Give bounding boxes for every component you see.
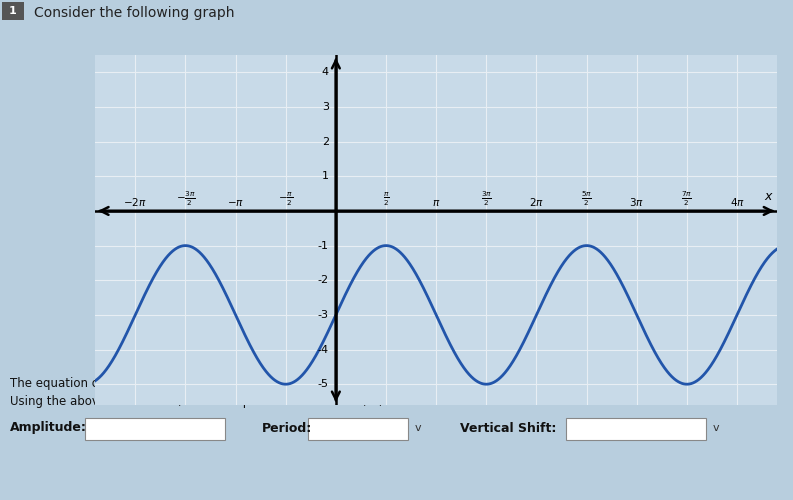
Text: 1: 1 (322, 172, 329, 181)
Text: v: v (415, 423, 422, 433)
Text: 4: 4 (322, 68, 329, 78)
Text: v: v (713, 423, 719, 433)
Text: -5: -5 (318, 379, 329, 389)
Text: $3\pi$: $3\pi$ (629, 196, 644, 208)
Text: The equation of the graph is of the form f (x) = A sin Bx + D , where A, B, and : The equation of the graph is of the form… (10, 378, 597, 390)
Text: Consider the following graph: Consider the following graph (34, 6, 235, 20)
Bar (85, 418, 225, 440)
Text: 1: 1 (10, 6, 17, 16)
Text: -2: -2 (318, 275, 329, 285)
Text: $\frac{5\pi}{2}$: $\frac{5\pi}{2}$ (581, 190, 592, 208)
Text: 2: 2 (322, 136, 329, 146)
Text: Using the above information, write the positive values for A, B, and D.: Using the above information, write the p… (10, 396, 425, 408)
Text: $-\frac{\pi}{2}$: $-\frac{\pi}{2}$ (278, 191, 293, 208)
Text: Vertical Shift:: Vertical Shift: (460, 422, 557, 434)
Text: $\frac{\pi}{2}$: $\frac{\pi}{2}$ (383, 191, 389, 208)
Bar (308, 418, 408, 440)
Bar (2, 2, 24, 20)
Text: 3: 3 (322, 102, 329, 112)
Text: -3: -3 (318, 310, 329, 320)
Text: Amplitude:: Amplitude: (10, 422, 87, 434)
Text: $\frac{7\pi}{2}$: $\frac{7\pi}{2}$ (681, 190, 692, 208)
Text: $-\frac{3\pi}{2}$: $-\frac{3\pi}{2}$ (175, 190, 195, 208)
Text: -1: -1 (318, 240, 329, 250)
Text: $-2\pi$: $-2\pi$ (124, 196, 147, 208)
Bar (566, 418, 706, 440)
Text: -4: -4 (318, 344, 329, 354)
Text: $\frac{3\pi}{2}$: $\frac{3\pi}{2}$ (481, 190, 492, 208)
Text: Period:: Period: (262, 422, 312, 434)
Text: $\pi$: $\pi$ (432, 198, 440, 208)
Text: $4\pi$: $4\pi$ (730, 196, 745, 208)
Text: $x$: $x$ (764, 190, 774, 203)
Text: $2\pi$: $2\pi$ (529, 196, 544, 208)
Text: $-\pi$: $-\pi$ (227, 198, 244, 208)
